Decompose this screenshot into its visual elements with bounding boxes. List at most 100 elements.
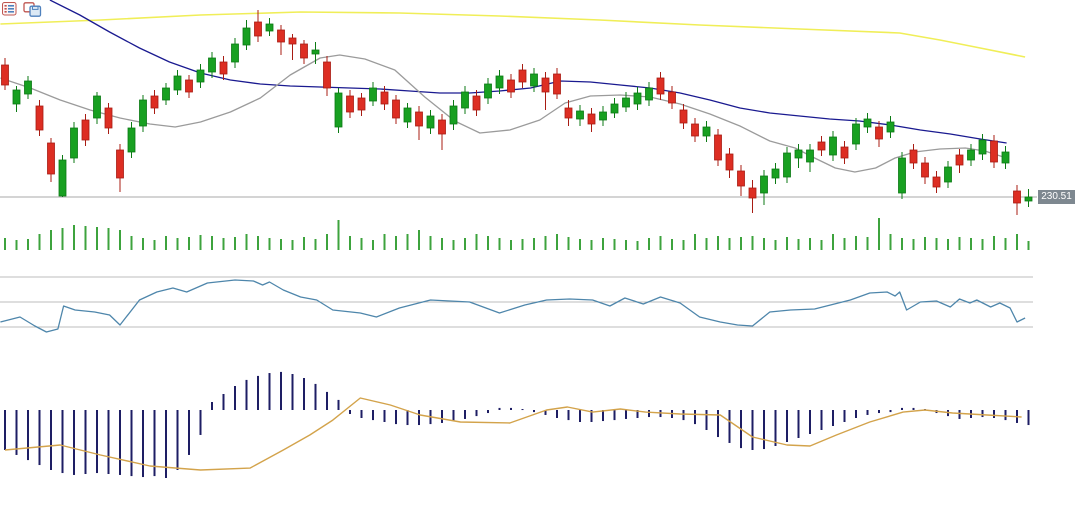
volume-bar [935,238,938,250]
candle-body [35,105,44,131]
macd-histogram-bar [418,410,420,426]
macd-histogram-bar [395,410,397,425]
volume-bar [487,236,489,250]
volume-bar [475,234,478,250]
volume-bar [797,239,800,250]
candle-body [840,146,849,159]
volume-bar [659,236,662,250]
volume-bar [728,238,731,250]
macd-histogram-bar [165,410,167,478]
macd-histogram-bar [556,410,558,418]
candle-body [70,127,78,159]
candle-body [277,29,285,43]
volume-bar [383,234,386,250]
macd-histogram-bar [234,386,236,410]
macd-histogram-bar [878,410,880,414]
volume-bar [901,238,903,250]
macd-histogram-bar [717,410,719,438]
volume-bar [717,236,719,250]
candle-body [518,69,527,83]
volume-bar [188,237,190,250]
volume-bar [84,226,87,250]
last-price-label: 230.51 [1038,190,1075,204]
macd-histogram-bar [567,410,570,421]
macd-histogram-bar [774,410,777,446]
volume-bar [245,234,248,250]
table-icon[interactable] [2,2,17,22]
macd-histogram-bar [498,407,501,410]
volume-bar [636,241,639,250]
macd-histogram-bar [625,410,627,419]
macd-histogram-bar [855,410,857,418]
macd-histogram-bar [222,394,225,410]
volume-bar [682,240,685,250]
volume-bar [970,238,972,250]
chart-toolbar [2,2,42,22]
candle-body [150,95,159,109]
volume-bar [429,236,432,250]
candle-body [12,89,21,105]
candle-body [93,95,101,119]
macd-histogram-bar [981,410,984,418]
volume-bar [843,238,846,250]
candle-body [725,153,734,171]
macd-histogram-bar [1027,410,1030,426]
candle-body [679,109,688,124]
macd-histogram-bar [211,402,213,410]
candle-body [47,142,55,175]
candle-body [794,149,803,159]
volume-bar [579,239,581,250]
macd-histogram-bar [61,410,64,474]
macd-histogram-bar [84,410,87,474]
volume-bar [314,239,317,250]
volume-bar [4,238,6,250]
copy-icon[interactable] [23,2,42,22]
macd-histogram-bar [441,410,443,423]
volume-bar [153,240,156,250]
volume-bar [107,228,110,250]
candle-body [760,175,768,194]
macd-histogram-bar [4,410,6,450]
volume-bar [947,239,949,250]
candle-body [771,168,780,179]
volume-bar [1016,234,1018,250]
candle-body [783,152,791,178]
volume-bar [705,238,708,250]
candle-body [978,139,987,155]
candle-body [139,99,147,127]
macd-histogram-bar [257,375,259,410]
macd-histogram-bar [314,383,317,410]
macd-histogram-bar [245,379,248,410]
volume-bar [1027,241,1030,250]
macd-histogram-bar [993,410,995,418]
volume-bar [521,239,524,250]
volume-bar [924,237,926,250]
candle-body [1013,190,1021,204]
macd-histogram-bar [521,409,524,411]
candle-body [829,136,837,156]
volume-bar [648,238,650,250]
macd-histogram-bar [487,410,489,414]
macd-histogram-bar [360,410,363,418]
candle-body [495,75,504,89]
volume-bar [751,236,754,250]
volume-bar [337,220,340,250]
macd-histogram-bar [705,410,708,430]
volume-bar [912,239,915,250]
macd-histogram-bar [510,407,512,410]
volume-bar [441,238,443,250]
macd-histogram-bar [280,371,282,410]
volume-bar [464,238,466,250]
macd-histogram-bar [832,410,834,426]
macd-histogram-bar [27,410,29,461]
candle-body [219,61,228,75]
volume-bar [832,234,834,250]
macd-histogram-bar [544,410,547,415]
macd-histogram-bar [153,410,156,477]
volume-bar [211,236,213,250]
candle-body [530,73,538,87]
volume-bar [165,236,167,250]
macd-histogram-bar [475,410,478,417]
